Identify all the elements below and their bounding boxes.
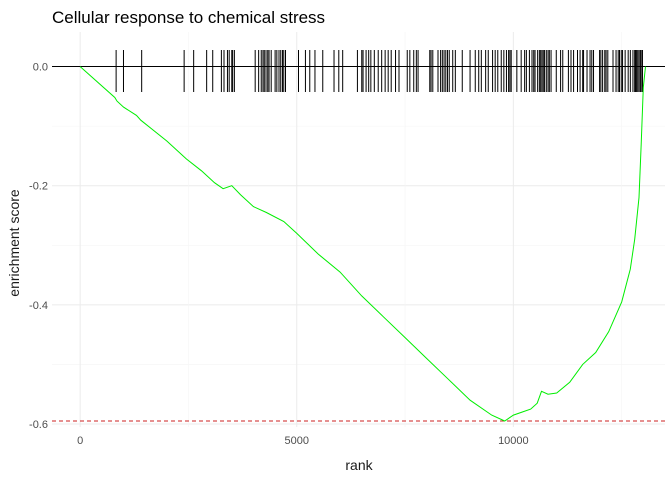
y-axis-title: enrichment score	[6, 189, 22, 297]
grid	[52, 32, 665, 427]
chart-title: Cellular response to chemical stress	[52, 8, 325, 27]
y-tick-label: -0.2	[29, 181, 48, 193]
x-tick-label: 5000	[285, 435, 309, 447]
tick-labels: 0 5000 10000 0.0 -0.2 -0.4 -0.6	[29, 62, 529, 447]
series	[79, 66, 646, 422]
x-axis-title: rank	[345, 457, 373, 473]
reference-lines	[52, 66, 665, 422]
y-tick-label: -0.4	[29, 300, 48, 312]
y-tick-label: -0.6	[29, 419, 48, 431]
x-tick-label: 0	[77, 435, 83, 447]
gene-hits	[115, 50, 643, 92]
y-tick-label: 0.0	[33, 62, 48, 74]
enrichment-score-line	[79, 66, 646, 422]
x-tick-label: 10000	[498, 435, 529, 447]
